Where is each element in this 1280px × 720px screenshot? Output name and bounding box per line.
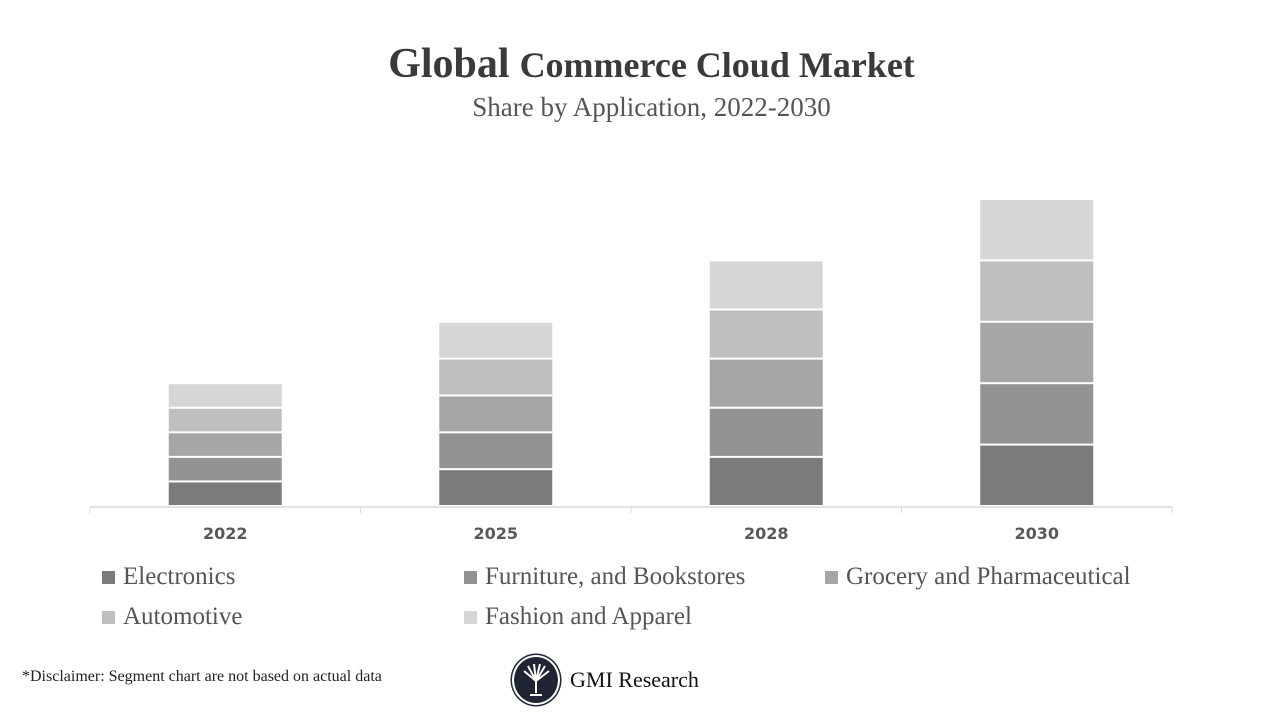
bar-segment: [439, 359, 553, 395]
bar-segment: [168, 384, 282, 407]
stacked-bar-chart: 2022 2025 2028 2030: [89, 200, 1173, 543]
bar-segment: [168, 457, 282, 481]
legend-item: Automotive: [102, 603, 242, 631]
chart-subtitle: Share by Application, 2022-2030: [472, 92, 831, 122]
legend-swatch: [825, 570, 838, 584]
bar-segment: [168, 482, 282, 505]
bar-segment: [439, 433, 553, 469]
legend-item: Furniture, and Bookstores: [464, 563, 745, 591]
legend-swatch: [102, 610, 115, 624]
legend-label: Electronics: [123, 563, 236, 590]
bar-segment: [439, 470, 553, 505]
legend-swatch: [464, 610, 477, 624]
bar-segment: [439, 322, 553, 358]
bar-segment: [709, 261, 823, 309]
bar-segment: [980, 261, 1094, 321]
gmi-logo: GMI Research: [512, 655, 699, 705]
legend-swatch: [102, 570, 115, 584]
bar-segment: [980, 445, 1094, 505]
legend-label: Automotive: [123, 603, 243, 630]
chart-title: Global Commerce Cloud Market: [0, 40, 1280, 88]
x-tick-label: 2022: [203, 524, 248, 543]
x-tick-label: 2028: [744, 524, 789, 543]
legend-swatch: [464, 570, 477, 584]
legend-label: Furniture, and Bookstores: [485, 563, 746, 590]
legend-label: Fashion and Apparel: [485, 603, 692, 630]
logo-name: GMI Research: [570, 667, 699, 692]
bar-segment: [709, 359, 823, 407]
bar-segment: [709, 408, 823, 456]
bar-segment: [709, 310, 823, 358]
bar-segment: [439, 396, 553, 432]
legend-item: Electronics: [102, 563, 235, 591]
title-part1: Global: [388, 41, 510, 87]
x-tick-label: 2030: [1014, 524, 1059, 543]
bar-segment: [980, 200, 1094, 260]
bar-segment: [168, 433, 282, 456]
bar-segment: [168, 408, 282, 432]
legend-label: Grocery and Pharmaceutical: [846, 563, 1131, 590]
legend-item: Grocery and Pharmaceutical: [825, 563, 1131, 591]
logo-fan-icon: [512, 655, 560, 705]
disclaimer: *Disclaimer: Segment chart are not based…: [22, 668, 382, 685]
x-tick-label: 2025: [473, 524, 518, 543]
bar-segment: [980, 322, 1094, 383]
title-part2: Commerce Cloud Market: [519, 45, 915, 85]
bar-segment: [980, 384, 1094, 444]
legend-item: Fashion and Apparel: [464, 603, 692, 631]
bar-segment: [709, 457, 823, 505]
